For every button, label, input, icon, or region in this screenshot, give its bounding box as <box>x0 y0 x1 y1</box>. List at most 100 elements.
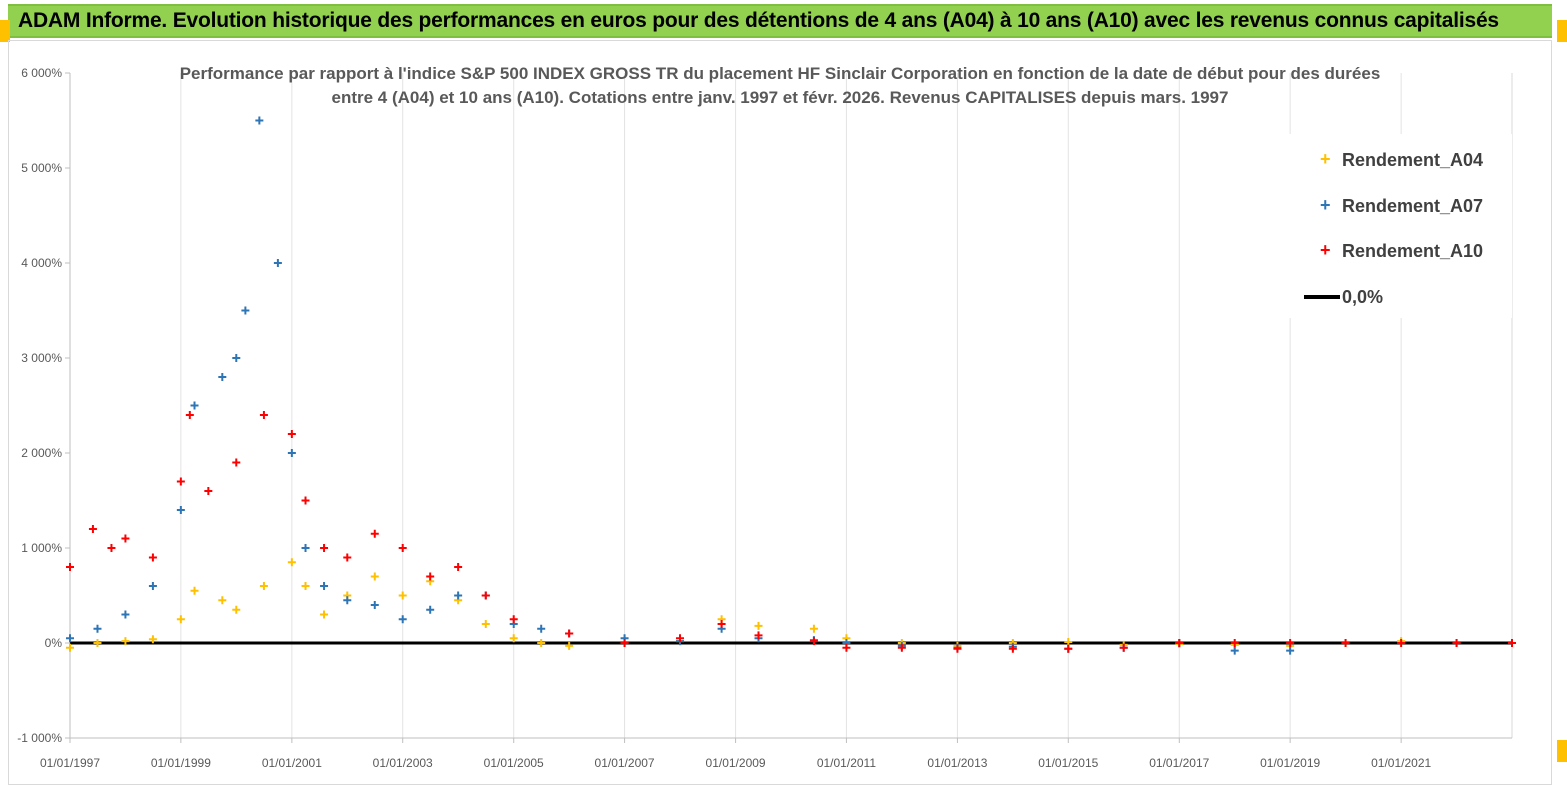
data-point <box>148 582 157 590</box>
data-point <box>897 643 906 652</box>
data-point <box>809 637 818 646</box>
x-tick-label: 01/01/2001 <box>262 756 322 770</box>
data-point <box>343 553 352 562</box>
x-tick-label: 01/01/1999 <box>151 756 211 770</box>
page-title-banner: ADAM Informe. Evolution historique des p… <box>8 4 1552 38</box>
y-axis: -1 000% 0% 1 000% 2 000% 3 000% 4 000% 5 000% 6… <box>17 66 71 745</box>
plus-marker-icon: + <box>1320 195 1331 215</box>
data-point <box>273 259 282 267</box>
legend-label-zero: 0,0% <box>1342 286 1384 307</box>
x-tick-label: 01/01/2015 <box>1038 756 1098 770</box>
data-point <box>1175 639 1184 647</box>
legend-item-zero: 0,0% <box>1280 282 1383 312</box>
data-point <box>287 558 296 567</box>
line-marker-icon <box>1304 295 1340 299</box>
x-tick-label: 01/01/2017 <box>1149 756 1209 770</box>
series-rendement-a04 <box>66 558 1516 652</box>
data-point <box>620 639 629 647</box>
data-point <box>218 373 227 381</box>
legend-swatch-a04: + <box>1280 145 1342 175</box>
legend-label-a10: Rendement_A10 <box>1342 240 1484 261</box>
data-point <box>842 643 851 652</box>
series-rendement-a07 <box>66 116 1295 655</box>
data-point <box>121 637 130 646</box>
data-point <box>717 620 726 628</box>
chart-legend: + Rendement_A04 + Rendement_A07 + Rendem… <box>1280 134 1512 318</box>
data-point <box>398 544 407 552</box>
plus-marker-icon: + <box>1320 149 1331 169</box>
data-point <box>1286 639 1295 647</box>
data-point <box>565 641 574 650</box>
data-point <box>93 639 102 647</box>
data-point <box>107 544 116 552</box>
data-point <box>66 643 74 652</box>
x-tick-label: 01/01/2007 <box>595 756 655 770</box>
data-point <box>204 487 213 495</box>
corner-mark-top-right <box>1557 20 1567 42</box>
data-point <box>1341 639 1350 647</box>
data-point <box>232 354 241 362</box>
chart-title-block: Performance par rapport à l'indice S&P 5… <box>120 62 1440 110</box>
legend-item-a04: + Rendement_A04 <box>1280 145 1483 175</box>
x-tick-label: 01/01/1997 <box>40 756 100 770</box>
data-point <box>426 572 435 581</box>
data-point <box>320 582 329 590</box>
data-point <box>232 605 241 614</box>
y-tick-label: 2 000% <box>21 446 62 460</box>
data-point <box>241 306 250 315</box>
data-point <box>190 401 199 410</box>
data-point <box>287 449 296 457</box>
data-point <box>255 116 264 125</box>
page-title: ADAM Informe. Evolution historique des p… <box>18 9 1499 32</box>
data-point <box>343 596 352 605</box>
x-tick-label: 01/01/2003 <box>373 756 433 770</box>
data-point <box>370 601 379 609</box>
data-point <box>426 605 435 614</box>
data-point <box>190 586 199 595</box>
data-point <box>301 582 310 590</box>
legend-item-a10: + Rendement_A10 <box>1280 236 1483 266</box>
y-tick-label: 4 000% <box>21 256 62 270</box>
y-tick-label: 5 000% <box>21 161 62 175</box>
data-point <box>754 621 763 630</box>
data-point <box>185 411 194 419</box>
data-point <box>537 624 546 633</box>
data-point <box>398 615 407 624</box>
legend-swatch-a07: + <box>1280 191 1342 221</box>
chart-series <box>66 116 1516 655</box>
data-point <box>1452 639 1461 647</box>
data-point <box>66 634 74 643</box>
y-tick-label: 6 000% <box>21 66 62 80</box>
legend-swatch-a10: + <box>1280 236 1342 266</box>
data-point <box>754 631 763 640</box>
data-point <box>259 411 268 419</box>
x-tick-label: 01/01/2009 <box>706 756 766 770</box>
data-point <box>565 629 574 638</box>
data-point <box>93 624 102 633</box>
y-tick-label: -1 000% <box>17 731 62 745</box>
data-point <box>259 582 268 590</box>
x-tick-label: 01/01/2019 <box>1260 756 1320 770</box>
data-point <box>148 553 157 562</box>
x-tick-label: 01/01/2011 <box>817 756 876 770</box>
x-tick-label: 01/01/2013 <box>927 756 987 770</box>
data-point <box>809 624 818 633</box>
data-point <box>176 477 185 486</box>
data-point <box>1508 639 1516 647</box>
x-tick-label: 01/01/2005 <box>484 756 544 770</box>
x-axis: 01/01/1997 01/01/1999 01/01/2001 01/01/2003… <box>40 737 1512 770</box>
data-point <box>481 591 490 600</box>
data-point <box>218 596 227 605</box>
series-rendement-a10 <box>66 411 1516 653</box>
data-point <box>675 634 684 643</box>
data-point <box>148 635 157 644</box>
data-point <box>454 563 463 571</box>
data-point <box>320 544 329 552</box>
chart-frame <box>8 40 1552 785</box>
plus-marker-icon: + <box>1320 240 1331 260</box>
data-point <box>301 544 310 552</box>
data-point <box>1397 639 1406 647</box>
legend-label-a07: Rendement_A07 <box>1342 195 1484 216</box>
y-tick-label: 0% <box>45 636 63 650</box>
